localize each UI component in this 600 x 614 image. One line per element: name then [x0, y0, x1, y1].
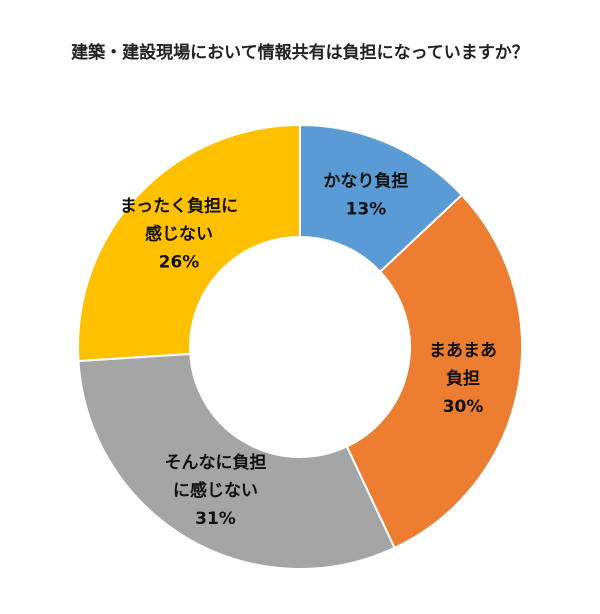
donut-slice — [345, 193, 523, 550]
data-label-category: 感じない — [145, 223, 213, 244]
data-label-value: 31% — [195, 509, 236, 529]
chart-title: 建築・建設現場において情報共有は負担になっていますか？ — [71, 43, 529, 63]
data-label-category: まったく負担に — [120, 196, 238, 216]
data-label-category: かなり負担 — [323, 172, 408, 192]
donut-slice — [77, 123, 301, 362]
data-label-category: そんなに負担 — [164, 453, 266, 473]
data-label-value: 26% — [159, 252, 200, 272]
data-label-value: 30% — [443, 397, 484, 417]
donut-slice — [77, 352, 396, 570]
data-label-category: 負担 — [446, 369, 480, 389]
data-label-category: まあまあ — [429, 341, 497, 361]
data-label-value: 13% — [346, 200, 387, 220]
data-label-category: に感じない — [173, 480, 258, 501]
